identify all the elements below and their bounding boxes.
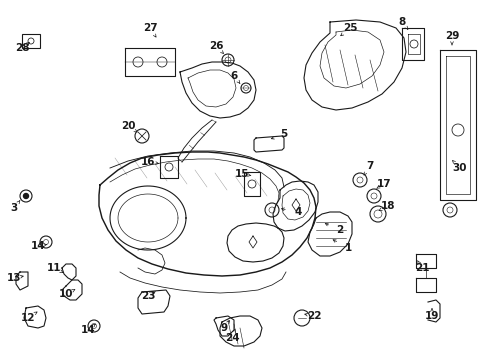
- Text: 3: 3: [10, 203, 18, 213]
- Text: 13: 13: [7, 273, 21, 283]
- Text: 30: 30: [452, 163, 467, 173]
- Text: 5: 5: [280, 129, 287, 139]
- Text: 6: 6: [230, 71, 237, 81]
- Text: 28: 28: [15, 43, 29, 53]
- Text: 21: 21: [414, 263, 428, 273]
- Text: 25: 25: [342, 23, 357, 33]
- Text: 14: 14: [81, 325, 95, 335]
- Text: 14: 14: [31, 241, 45, 251]
- Text: 7: 7: [366, 161, 373, 171]
- Text: 23: 23: [141, 291, 155, 301]
- Text: 24: 24: [224, 333, 239, 343]
- Text: 20: 20: [121, 121, 135, 131]
- Text: 15: 15: [234, 169, 249, 179]
- Text: 16: 16: [141, 157, 155, 167]
- Text: 29: 29: [444, 31, 458, 41]
- Text: 9: 9: [220, 323, 227, 333]
- Text: 22: 22: [306, 311, 321, 321]
- Circle shape: [23, 194, 28, 198]
- Text: 12: 12: [20, 313, 35, 323]
- Text: 1: 1: [344, 243, 351, 253]
- Text: 4: 4: [294, 207, 301, 217]
- Text: 27: 27: [142, 23, 157, 33]
- Text: 8: 8: [398, 17, 405, 27]
- Text: 18: 18: [380, 201, 394, 211]
- Text: 17: 17: [376, 179, 390, 189]
- Text: 26: 26: [208, 41, 223, 51]
- Bar: [22, 34, 40, 48]
- Text: 10: 10: [59, 289, 73, 299]
- Text: 19: 19: [424, 311, 438, 321]
- Text: 2: 2: [336, 225, 343, 235]
- Text: 11: 11: [47, 263, 61, 273]
